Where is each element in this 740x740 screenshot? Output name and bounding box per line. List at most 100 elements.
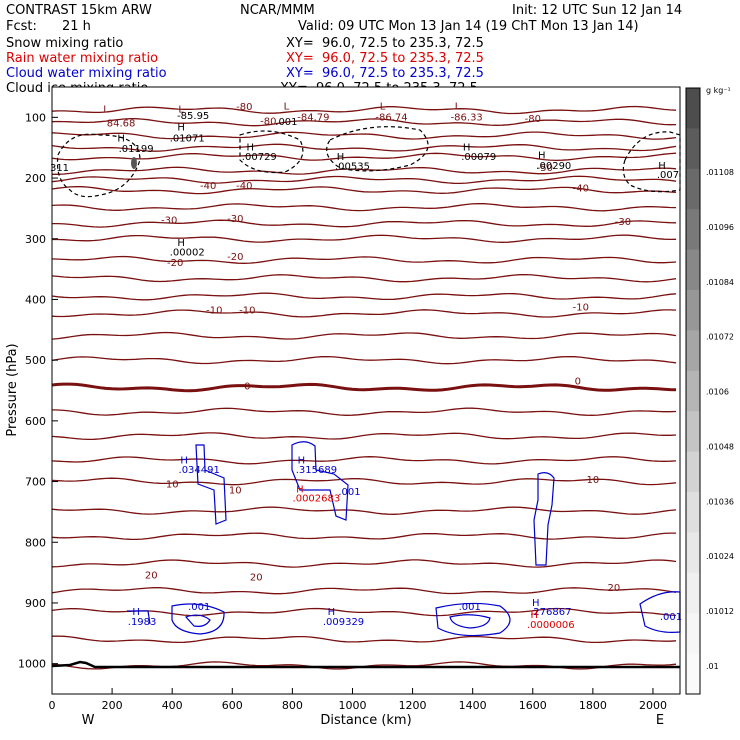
x-tick-label-10: 2000 bbox=[639, 699, 667, 712]
isotherm-16 bbox=[51, 355, 677, 365]
fcst-label: Fcst: bbox=[6, 19, 37, 34]
colorbar-cell-2 bbox=[686, 168, 700, 210]
isotherm-21 bbox=[51, 477, 677, 486]
contour-label-61: H bbox=[328, 607, 336, 618]
x-tick-label-1: 200 bbox=[102, 699, 123, 712]
contour-label-50: .00002 bbox=[170, 248, 205, 259]
contour-label-5: -40 bbox=[573, 183, 589, 194]
contour-label-64: H bbox=[532, 598, 540, 609]
colorbar-cell-11 bbox=[686, 532, 700, 574]
contour-label-13: -10 bbox=[573, 302, 589, 313]
contour-label-67: .0000006 bbox=[527, 620, 575, 631]
contour-label-18: 10 bbox=[587, 475, 600, 486]
colorbar-cell-10 bbox=[686, 492, 700, 533]
snow-core bbox=[131, 157, 137, 169]
east-label: E bbox=[656, 713, 664, 728]
y-tick-label-8: 900 bbox=[25, 597, 46, 610]
hydrometeor-contour-12 bbox=[127, 610, 151, 625]
hydrometeor-contour-1 bbox=[239, 130, 304, 174]
colorbar-cell-1 bbox=[686, 128, 700, 170]
contour-label-26: H bbox=[177, 123, 185, 134]
y-tick-label-9: 1000 bbox=[18, 658, 46, 671]
contour-label-34: L bbox=[455, 102, 461, 113]
colorbar-unit: g kg⁻¹ bbox=[706, 86, 731, 95]
y-tick-label-2: 300 bbox=[25, 233, 46, 246]
field-snow: Snow mixing ratio bbox=[6, 36, 124, 51]
colorbar-label-8: .01012 bbox=[706, 607, 734, 616]
contour-label-49: H bbox=[177, 238, 185, 249]
colorbar-cell-4 bbox=[686, 249, 700, 291]
contour-label-35: -86.33 bbox=[451, 112, 483, 123]
contour-label-55: H bbox=[296, 485, 304, 496]
contour-label-37: .01199 bbox=[119, 144, 154, 155]
x-tick-label-7: 1400 bbox=[459, 699, 487, 712]
x-tick-label-2: 400 bbox=[162, 699, 183, 712]
contour-label-23: 84.68 bbox=[107, 119, 136, 130]
colorbar-label-5: .01048 bbox=[706, 442, 734, 451]
contour-label-43: .00079 bbox=[461, 152, 496, 163]
colorbar-cell-0 bbox=[686, 88, 700, 129]
isotherm-18 bbox=[51, 407, 677, 416]
colorbar-label-6: .01036 bbox=[706, 497, 734, 506]
x-tick-label-8: 1600 bbox=[519, 699, 547, 712]
colorbar-frame bbox=[685, 87, 701, 695]
contour-label-53: H bbox=[298, 455, 306, 466]
hydrometeor-contour-6 bbox=[533, 472, 555, 566]
contour-label-47: .007 bbox=[657, 170, 679, 181]
hydrometeor-contour-4 bbox=[195, 444, 227, 525]
west-label: W bbox=[82, 713, 95, 728]
valid-time: Valid: 09 UTC Mon 13 Jan 14 (19 ChT Mon … bbox=[298, 19, 639, 34]
y-tick-label-4: 500 bbox=[25, 354, 46, 367]
contour-label-36: H bbox=[117, 134, 125, 145]
contour-label-28: -80 bbox=[260, 117, 276, 128]
plot-frame bbox=[51, 86, 681, 695]
x-tick-label-3: 600 bbox=[222, 699, 243, 712]
contour-label-27: .01071 bbox=[170, 134, 205, 145]
contour-labels: -80 -80 -50 -40 -40 -40 -30 -30 -30 -20 -20 -10 -10 -… bbox=[50, 102, 682, 631]
contour-label-6: -30 bbox=[161, 216, 177, 227]
contour-label-1: -80 bbox=[525, 114, 541, 125]
contour-label-11: -10 bbox=[206, 305, 222, 316]
contour-label-12: -10 bbox=[239, 305, 255, 316]
contour-label-44: H bbox=[538, 151, 546, 162]
field-rain: Rain water mixing ratio bbox=[6, 51, 159, 66]
x-tick-label-9: 1800 bbox=[579, 699, 607, 712]
hydrometeor-contour-9 bbox=[435, 602, 511, 637]
hydrometeor-contour-3 bbox=[622, 131, 681, 193]
contour-label-30: L bbox=[284, 102, 290, 113]
contour-label-45: .00290 bbox=[536, 161, 571, 172]
isotherm-12 bbox=[51, 273, 677, 283]
contour-label-62: .009329 bbox=[323, 617, 364, 628]
isotherm-23 bbox=[51, 532, 676, 541]
isotherm-5 bbox=[52, 166, 677, 175]
contour-label-8: -30 bbox=[615, 217, 631, 228]
hydrometeor-contour-10 bbox=[449, 614, 491, 629]
contour-label-39: .00729 bbox=[242, 152, 277, 163]
isotherm-10 bbox=[52, 234, 677, 243]
contour-label-9: -20 bbox=[167, 258, 183, 269]
colorbar-cell-6 bbox=[686, 330, 700, 372]
isotherm-4 bbox=[51, 152, 677, 162]
contour-label-52: .034491 bbox=[179, 465, 220, 476]
isotherm-14 bbox=[51, 309, 677, 318]
field-cloud-water: Cloud water mixing ratio bbox=[6, 66, 167, 81]
hydrometeor-contours bbox=[56, 126, 681, 637]
y-axis-label: Pressure (hPa) bbox=[5, 343, 20, 436]
contour-label-59: H bbox=[132, 607, 140, 618]
contour-label-32: L bbox=[380, 102, 386, 113]
contour-label-22: L bbox=[103, 105, 109, 116]
colorbar-label-0: .01108 bbox=[706, 168, 734, 177]
contour-label-17: 10 bbox=[229, 486, 242, 497]
contour-label-15: 0 bbox=[575, 376, 581, 387]
contour-label-33: -86.74 bbox=[375, 112, 407, 123]
colorbar-label-7: .01024 bbox=[706, 552, 734, 561]
x-tick-label-0: 0 bbox=[49, 699, 56, 712]
y-tick-label-0: 100 bbox=[25, 111, 46, 124]
contour-label-57: .001 bbox=[338, 487, 360, 498]
contour-label-10: -20 bbox=[227, 252, 243, 263]
hydrometeor-contour-8 bbox=[184, 614, 211, 627]
contour-label-14: 0 bbox=[244, 381, 250, 392]
contour-label-19: 20 bbox=[145, 571, 158, 582]
isotherm-15 bbox=[51, 331, 677, 340]
colorbar-label-9: .01 bbox=[706, 662, 719, 671]
